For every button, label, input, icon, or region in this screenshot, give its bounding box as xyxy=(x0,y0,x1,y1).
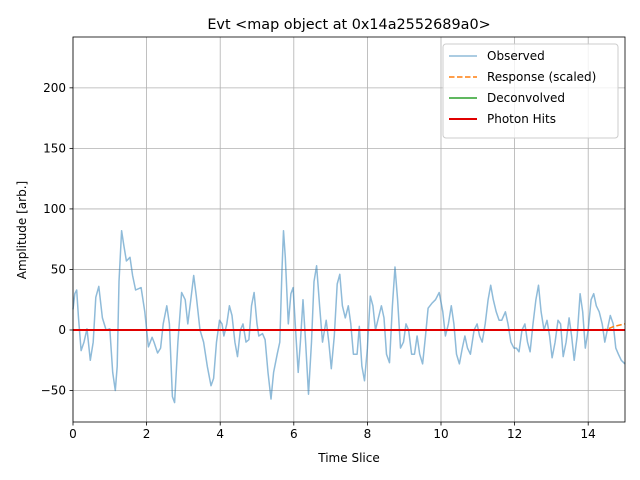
legend-label-deconvolved: Deconvolved xyxy=(487,91,565,105)
legend: Observed Response (scaled) Deconvolved Phot… xyxy=(442,43,619,139)
y-axis-label: Amplitude [arb.] xyxy=(15,181,29,279)
y-tick-label: −50 xyxy=(41,384,66,398)
y-tick-label: 150 xyxy=(43,141,66,155)
y-tick-label: 200 xyxy=(43,81,66,95)
x-tick-label: 14 xyxy=(581,427,596,441)
plot-area-frame xyxy=(72,36,626,423)
axis-ticks: 0 2 4 6 8 10 12 14 −50 0 50 100 150 200 xyxy=(41,81,596,441)
x-tick-label: 2 xyxy=(143,427,151,441)
x-tick-label: 6 xyxy=(290,427,298,441)
legend-label-response-scaled: Response (scaled) xyxy=(487,70,596,84)
legend-box xyxy=(442,43,619,139)
legend-label-photon-hits: Photon Hits xyxy=(487,112,556,126)
chart-title: Evt <map object at 0x14a2552689a0> xyxy=(207,17,490,33)
x-tick-label: 12 xyxy=(507,427,522,441)
y-tick-label: 100 xyxy=(43,202,66,216)
x-tick-label: 10 xyxy=(433,427,448,441)
x-tick-label: 0 xyxy=(69,427,77,441)
series-lines xyxy=(72,229,626,404)
x-tick-label: 8 xyxy=(364,427,372,441)
x-tick-label: 4 xyxy=(216,427,224,441)
y-tick-label: 50 xyxy=(51,262,66,276)
series-line-observed xyxy=(72,229,626,404)
x-axis-label: Time Slice xyxy=(317,451,379,465)
legend-label-observed: Observed xyxy=(487,49,545,63)
y-tick-label: 0 xyxy=(58,323,66,337)
